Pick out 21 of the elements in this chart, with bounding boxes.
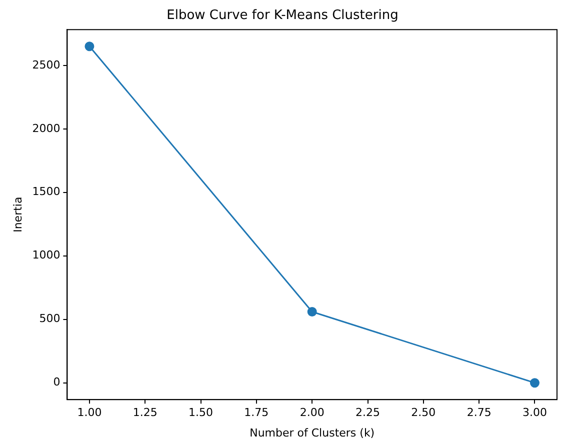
y-tick-label: 500 (39, 312, 60, 326)
x-tick-label: 1.00 (77, 406, 102, 420)
point (307, 306, 317, 316)
x-tick-label: 1.75 (244, 406, 269, 420)
x-tick-label: 1.50 (188, 406, 214, 420)
x-tick-label: 3.00 (522, 406, 547, 420)
point (530, 378, 540, 388)
x-tick-label: 2.00 (300, 406, 324, 420)
x-tick-label: 1.25 (132, 406, 158, 420)
y-tick-label: 2500 (32, 58, 60, 72)
y-tick-label: 0 (53, 376, 60, 389)
chart-title: Elbow Curve for K-Means Clustering (166, 8, 398, 24)
x-tick-label: 2.50 (411, 406, 436, 420)
y-tick-label: 2000 (32, 122, 60, 135)
point (84, 42, 94, 52)
y-tick-label: 1500 (32, 185, 60, 198)
x-axis-title: Number of Clusters (k) (250, 426, 375, 440)
y-axis-title: Inertia (11, 196, 24, 232)
x-tick-label: 2.25 (356, 406, 380, 420)
y-tick-label: 1000 (32, 248, 60, 262)
x-tick-label: 2.75 (466, 406, 492, 420)
